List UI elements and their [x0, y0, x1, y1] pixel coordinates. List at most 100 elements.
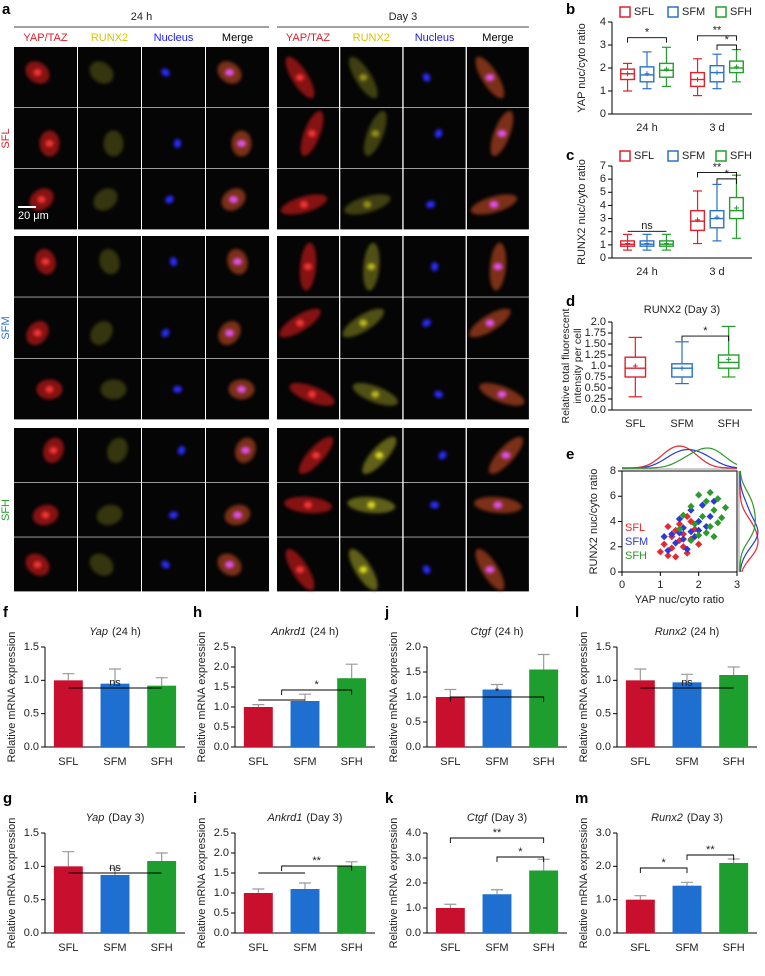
bar [53, 680, 83, 747]
y-axis-label: Relative mRNA expression [196, 818, 208, 949]
panel-letter: b [566, 1, 575, 18]
y-tick-label: 0.75 [585, 371, 606, 383]
panel-letter: m [575, 790, 588, 807]
cell-nucleus [225, 329, 234, 337]
chart-title-gene: Yap [89, 626, 108, 638]
cell-nucleus [434, 390, 443, 398]
scatter-point [706, 512, 714, 521]
cell-nucleus [308, 390, 316, 398]
scatter-point [702, 497, 710, 505]
scatter-point [672, 553, 680, 561]
y-tick-label: 2 [600, 226, 606, 238]
x-tick-label: SFL [625, 418, 645, 430]
legend-label: SFL [634, 6, 654, 18]
x-tick-label: SFH [723, 942, 745, 954]
significance-label: ** [713, 161, 722, 173]
x-tick-label: SFH [718, 418, 740, 430]
chart-title-gene: Runx2 [651, 812, 683, 824]
x-tick-label: SFH [341, 942, 363, 954]
error-bar [727, 666, 740, 675]
cell-nucleus [422, 319, 431, 327]
legend-label: SFH [730, 6, 752, 18]
y-tick-label: 2.0 [406, 641, 421, 653]
significance-label: * [645, 27, 650, 39]
x-tick-label: SFM [293, 756, 316, 768]
timepoint-label: 24 h [131, 11, 152, 23]
cell-nucleus [33, 69, 42, 76]
micrograph-tile [142, 108, 205, 169]
chart-title-condition: (24 h) [112, 626, 141, 638]
x-tick-label: 2 [696, 579, 702, 591]
cell-nucleus [33, 329, 42, 337]
mean-marker [663, 66, 669, 72]
scatter-point [687, 536, 695, 545]
bar [243, 707, 273, 747]
significance-bracket [697, 35, 737, 41]
micrograph-tile [142, 47, 205, 108]
significance-bracket [281, 865, 353, 871]
error-bar [681, 881, 693, 886]
significance-bracket [281, 689, 353, 695]
scatter-point [675, 520, 684, 528]
cell-nucleus [173, 385, 182, 393]
chart-title-gene: Ctgf [467, 812, 488, 824]
scatter-point [656, 548, 664, 556]
y-tick-label: 4.0 [406, 827, 421, 839]
y-tick-label: 1.5 [596, 641, 611, 653]
mean-marker [695, 77, 701, 82]
mean-marker [625, 241, 631, 247]
panel-letter: j [384, 604, 389, 621]
cell-nucleus [375, 451, 384, 459]
cell-nucleus [177, 445, 186, 455]
micrograph-tile [403, 482, 466, 537]
cell-nucleus [438, 451, 447, 460]
scatter-point [695, 531, 703, 539]
cell-body [93, 188, 118, 211]
error-bar [109, 668, 121, 684]
mean-marker [695, 217, 701, 223]
x-tick-label: 0 [619, 579, 625, 591]
y-tick-label: 1.0 [596, 894, 611, 906]
y-tick-label: 1.0 [214, 701, 229, 713]
density-curve [739, 470, 759, 573]
panel-letter: e [566, 446, 574, 463]
cell-nucleus [363, 201, 372, 208]
cell-nucleus [45, 140, 54, 147]
cell-nucleus [426, 200, 436, 209]
scatter-point [683, 545, 691, 553]
significance-label: ns [109, 677, 121, 689]
chart-title-gene: Ctgf [471, 626, 492, 638]
mean-marker [714, 214, 720, 220]
cell-body [107, 437, 128, 463]
cell-nucleus [49, 446, 58, 454]
significance-bracket [686, 854, 735, 860]
bar [719, 863, 749, 933]
y-tick-label: 1.0 [406, 691, 421, 703]
panel-letter: a [2, 1, 11, 18]
micrograph-tile [403, 47, 466, 108]
y-tick-label: 1.25 [585, 349, 606, 361]
x-tick-label: SFH [723, 756, 745, 768]
significance-bracket [681, 335, 730, 342]
scatter-point [714, 519, 722, 527]
cell-body [96, 504, 123, 526]
significance-label: * [315, 679, 320, 691]
legend-swatch [715, 150, 727, 162]
error-bar [444, 903, 457, 908]
y-axis-label: Relative mRNA expression [196, 632, 208, 763]
legend-label: SFH [625, 550, 647, 562]
scatter-point [679, 511, 687, 519]
y-tick-label: 1.0 [591, 360, 606, 372]
cell-nucleus [497, 390, 507, 398]
cell-nucleus [165, 195, 174, 204]
legend-label: SFM [682, 6, 705, 18]
x-tick-label: SFL [58, 942, 78, 954]
cell-body [90, 320, 113, 346]
legend-swatch [667, 150, 679, 162]
chart-title: RUNX2 (Day 3) [644, 304, 720, 316]
scatter-point [675, 515, 684, 523]
x-tick-label: SFH [151, 756, 173, 768]
error-bar [155, 677, 168, 686]
cell-nucleus [493, 263, 503, 271]
x-tick-label: SFM [675, 756, 698, 768]
